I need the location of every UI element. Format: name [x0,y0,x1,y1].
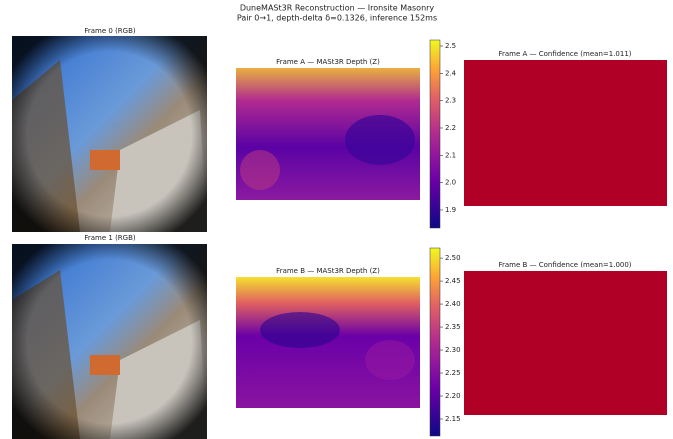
colorbar-tick-label: 2.3 [445,97,456,105]
colorbar-tick-label: 2.50 [445,254,461,262]
depth-image [236,277,420,408]
colorbar-tick-label: 2.35 [445,323,461,331]
colorbar-tick-label: 2.15 [445,415,461,423]
colorbar-tick-label: 2.40 [445,300,461,308]
panel-title: Frame B — MASt3R Depth (Z) [276,267,380,275]
confidence-image [464,60,667,206]
colorbar-tick-label: 2.0 [445,179,456,187]
colorbar-tick-label: 1.9 [445,206,456,214]
colorbar [430,40,440,228]
panel-title: Frame A — Confidence (mean=1.011) [498,50,631,58]
colorbar-tick-label: 2.45 [445,277,461,285]
depth-image [236,68,420,200]
figure-title: DuneMASt3R Reconstruction — Ironsite Mas… [240,4,435,13]
colorbar-tick-label: 2.5 [445,42,456,50]
colorbar-tick-label: 2.20 [445,392,461,400]
rgb-image [12,244,207,439]
rgb-image [12,36,207,232]
colorbar-tick-label: 2.4 [445,69,457,77]
panel-title: Frame 1 (RGB) [84,234,136,242]
figure: DuneMASt3R Reconstruction — Ironsite Mas… [0,0,673,439]
colorbar-tick-label: 2.25 [445,369,461,377]
panel-title: Frame A — MASt3R Depth (Z) [276,58,380,66]
figure-subtitle: Pair 0→1, depth-delta δ=0.1326, inferenc… [237,14,437,23]
panel-title: Frame B — Confidence (mean=1.000) [498,261,631,269]
colorbar [430,248,440,436]
colorbar-tick-label: 2.1 [445,151,456,159]
colorbar-tick-label: 2.30 [445,346,461,354]
confidence-image [464,271,667,415]
panel-title: Frame 0 (RGB) [84,27,136,35]
colorbar-tick-label: 2.2 [445,124,456,132]
